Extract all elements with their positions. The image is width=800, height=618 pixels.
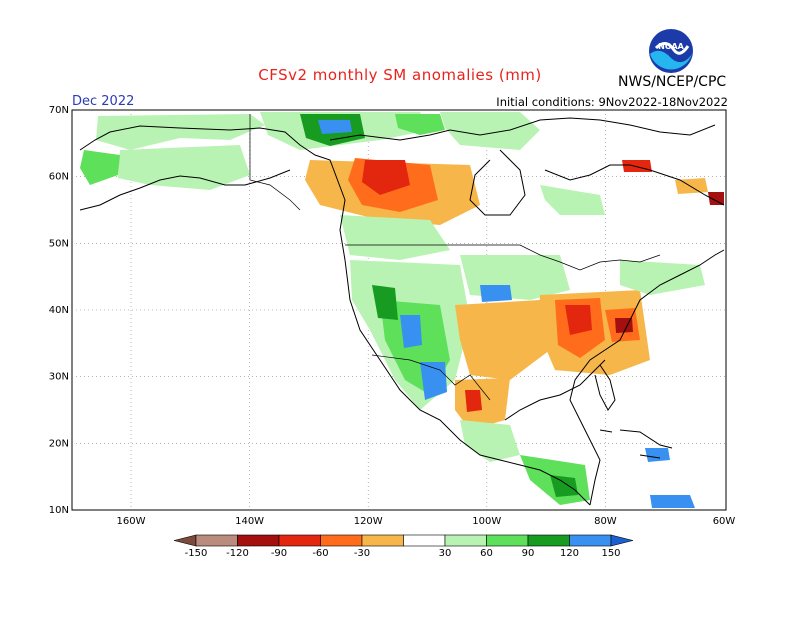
gulf-coast	[504, 359, 606, 421]
colorbar-arrow-high	[610, 534, 634, 547]
aleutian-coast	[79, 169, 291, 211]
florida-coast	[594, 364, 616, 411]
labrador-coast	[544, 164, 725, 206]
colorbar-box	[195, 534, 238, 547]
colorbar-box	[237, 534, 280, 547]
patch-quebec-wet	[540, 185, 605, 215]
lat-tick-label: 40N	[49, 305, 69, 316]
patch-sa-blue	[650, 495, 695, 508]
latitude-labels: 70N 60N 50N 40N 30N 20N 10N	[49, 105, 69, 516]
patch-wcanada-core-dry	[362, 160, 410, 195]
patch-sw-strong-wet	[372, 285, 398, 320]
patch-hudson-wet	[440, 112, 540, 150]
colorbar-box	[278, 534, 321, 547]
patch-newfoundland-dry	[708, 192, 724, 205]
patch-midwest-mod	[480, 285, 512, 302]
lat-tick-label: 30N	[49, 372, 69, 383]
longitude-labels: 160W 140W 120W 100W 80W 60W	[117, 516, 736, 527]
patch-bc-wet	[340, 215, 450, 260]
patch-mexico-red	[465, 390, 482, 412]
patch-nunavut-wet	[395, 114, 445, 135]
lat-tick-label: 60N	[49, 172, 69, 183]
us-mexico-border	[371, 354, 491, 401]
patch-alaska-west-wet	[80, 150, 120, 185]
colorbar-box	[403, 534, 446, 547]
lon-tick-label: 80W	[594, 516, 617, 527]
lat-tick-label: 70N	[49, 105, 69, 116]
coastlines	[79, 117, 725, 506]
colorbar-box	[361, 534, 404, 547]
colorbar-tick-label: 150	[601, 548, 620, 559]
colorbar-box	[486, 534, 529, 547]
alaska-coast	[79, 125, 591, 506]
lat-tick-label: 50N	[49, 238, 69, 249]
alaska-canada-border	[249, 114, 301, 211]
lon-tick-label: 120W	[354, 516, 383, 527]
anomaly-patches	[80, 112, 724, 508]
logo-text: NOAA	[658, 42, 684, 51]
colorbar-tick-label: 30	[439, 548, 452, 559]
patch-sw-blue2	[420, 362, 447, 400]
patch-sw-blue1	[400, 315, 422, 348]
colorbar-arrow-low	[173, 534, 197, 547]
arctic-coast	[329, 117, 716, 141]
agency-label: NWS/NCEP/CPC	[618, 74, 727, 90]
colorbar-tick-label: -90	[271, 548, 287, 559]
caribbean-islands	[599, 429, 673, 459]
colorbar-tick-label: -30	[354, 548, 370, 559]
lat-tick-label: 20N	[49, 438, 69, 449]
colorbar-tick-label: 120	[560, 548, 579, 559]
patch-caribbean-blue	[645, 448, 670, 462]
patch-central-am-strong	[550, 475, 578, 497]
patch-alaska-interior-wet	[118, 145, 250, 190]
colorbar-box	[320, 534, 363, 547]
colorbar-tick-label: -120	[226, 548, 249, 559]
lon-tick-label: 100W	[472, 516, 501, 527]
colorbar-box	[527, 534, 570, 547]
political-borders	[249, 114, 661, 401]
east-coast	[569, 249, 725, 506]
colorbar-tick-label: 90	[522, 548, 535, 559]
colorbar-tick-label: -60	[312, 548, 328, 559]
initial-conditions: Initial conditions: 9Nov2022-18Nov2022	[496, 95, 728, 109]
forecast-period: Dec 2022	[72, 94, 135, 109]
patch-east-coast-red	[615, 318, 633, 333]
us-canada-border	[345, 244, 661, 271]
patch-se-core-dry	[565, 305, 592, 335]
lon-tick-label: 140W	[235, 516, 264, 527]
colorbar-box	[444, 534, 487, 547]
patch-arctic-blue	[318, 120, 352, 134]
colorbar-tick-label: -150	[185, 548, 208, 559]
lon-tick-label: 160W	[117, 516, 146, 527]
patch-plains-dry	[455, 300, 550, 380]
colorbar-labels: -150 -120 -90 -60 -30 30 60 90 120 150	[185, 548, 621, 559]
patch-alaska-north-wet	[96, 114, 265, 150]
lon-tick-label: 60W	[713, 516, 736, 527]
colorbar-boxes	[173, 534, 634, 547]
colorbar-box	[569, 534, 612, 547]
patch-ne-wet	[620, 260, 705, 295]
noaa-logo: NOAA	[649, 29, 693, 73]
colorbar-tick-label: 60	[480, 548, 493, 559]
map-title: CFSv2 monthly SM anomalies (mm)	[258, 66, 542, 84]
hudson-bay-coast	[469, 149, 526, 216]
lat-tick-label: 10N	[49, 505, 69, 516]
